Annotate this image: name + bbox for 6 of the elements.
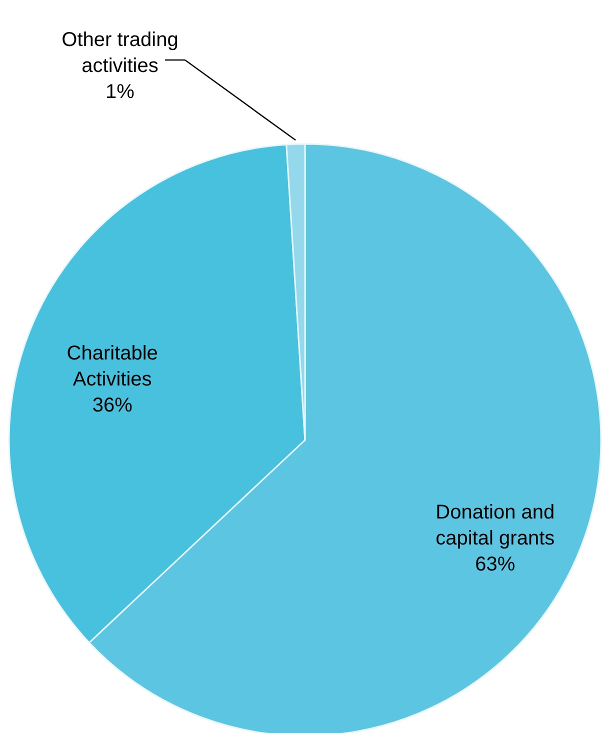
data-label: 63% — [475, 553, 516, 576]
slice-label: Other trading activities — [62, 29, 178, 77]
data-label: 36% — [92, 394, 133, 417]
slice-label: Charitable Activities — [66, 342, 158, 391]
data-label: 1% — [106, 81, 135, 103]
slice-label: Donation and capital grants — [436, 501, 555, 550]
